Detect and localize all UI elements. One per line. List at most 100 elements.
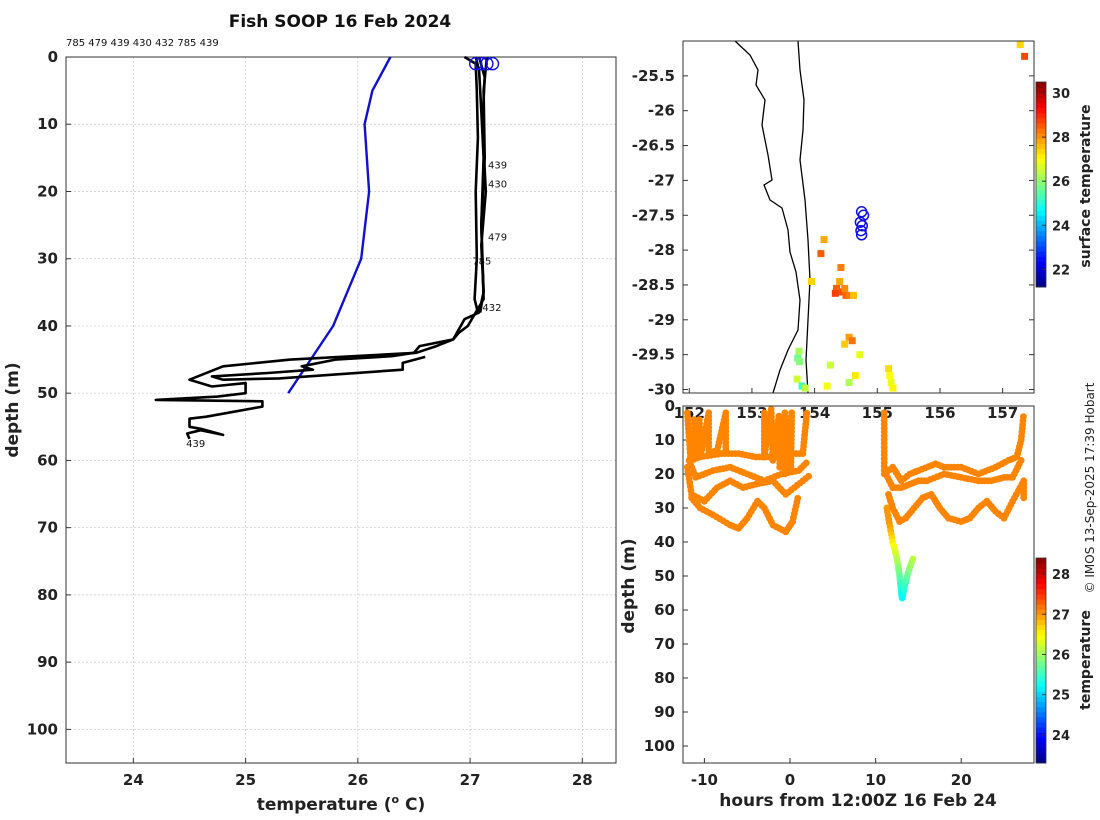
surface-colorbar-segment	[1036, 128, 1046, 134]
profile-x-axis-label: temperature (o C)	[257, 793, 426, 815]
map-x-tick-label: 153	[736, 404, 767, 422]
profile-y-tick-label: 80	[37, 586, 58, 604]
profile-x-tick-label: 25	[235, 771, 256, 789]
section-colorbar-segment	[1036, 675, 1046, 682]
profile-surface-marker	[474, 57, 489, 71]
section-colorbar-label: temperature	[1078, 610, 1094, 710]
section-x-tick-label: 20	[951, 771, 972, 789]
section-colorbar-segment	[1036, 634, 1046, 641]
profile-y-tick-label: 70	[37, 519, 58, 537]
surface-temperature-cell	[845, 291, 853, 299]
map-x-tick-label: 155	[862, 404, 893, 422]
section-observation-point	[722, 446, 730, 454]
profile-series-profile-479	[463, 55, 480, 313]
section-colorbar-segment	[1036, 645, 1046, 651]
section-y-tick-label: 10	[654, 431, 675, 449]
surface-colorbar-segment	[1036, 194, 1046, 201]
surface-colorbar-segment	[1036, 174, 1046, 180]
section-temperature-colorbar: 24 25 26 27 28	[1035, 557, 1070, 764]
surface-temperature-cell	[889, 384, 897, 392]
section-plot-frame	[682, 405, 1035, 764]
surface-temperature-cell	[823, 382, 831, 390]
map-x-tick-label: 156	[924, 404, 955, 422]
temperature-profile-plot: 24 25 26 27 28 0 10 20 30 40 50 60 70 80 90 100 439 430 47…	[27, 48, 617, 789]
surface-temperature-cell	[836, 277, 844, 285]
profile-x-tick-label: 28	[572, 771, 593, 789]
section-colorbar-segment	[1036, 568, 1046, 574]
surface-temperature-cell	[887, 379, 895, 387]
surface-colorbar-segment	[1036, 225, 1046, 232]
section-colorbar-segment	[1036, 660, 1046, 667]
surface-colorbar-label: surface temperature	[1078, 104, 1094, 267]
surface-colorbar-segment	[1036, 205, 1046, 211]
surface-colorbar-segment	[1036, 271, 1046, 278]
map-y-tick-label: -28.5	[632, 276, 675, 294]
surface-temperature-cell	[807, 277, 815, 285]
section-observation-point	[802, 459, 810, 467]
map-y-tick-label: -26.5	[632, 137, 675, 155]
section-observation-point	[787, 466, 795, 474]
surface-colorbar-segment	[1036, 179, 1046, 185]
surface-colorbar-frame	[1035, 81, 1047, 288]
profile-x-tick-label: 26	[347, 771, 368, 789]
profile-ids-label: 785 479 439 430 432 785 439	[66, 38, 219, 49]
surface-colorbar-segment	[1036, 112, 1046, 119]
surface-colorbar-segment	[1036, 102, 1046, 109]
section-colorbar-segment	[1036, 609, 1046, 615]
section-colorbar-segment	[1036, 711, 1046, 718]
section-colorbar-segment	[1036, 722, 1046, 728]
map-y-tick-label: -29.5	[632, 346, 675, 364]
surface-colorbar-segment	[1036, 189, 1046, 196]
section-colorbar-segment	[1036, 573, 1046, 579]
surface-colorbar-segment	[1036, 82, 1046, 88]
section-colorbar-tick-label: 27	[1052, 608, 1070, 623]
drop-location-marker	[855, 229, 868, 241]
section-colorbar-segment	[1036, 732, 1046, 738]
section-colorbar-segment	[1036, 619, 1046, 626]
section-x-tick-label: 10	[865, 771, 886, 789]
surface-colorbar-segment	[1036, 251, 1046, 257]
map-y-tick-label: -30	[648, 381, 675, 399]
surface-temperature-cell	[817, 250, 825, 258]
section-colorbar-segment	[1036, 558, 1046, 564]
section-colorbar-tick-label: 28	[1052, 568, 1070, 583]
section-y-axis-label: depth (m)	[619, 538, 639, 633]
surface-temperature-cell	[1016, 40, 1024, 48]
surface-colorbar-segment	[1036, 199, 1046, 206]
profile-x-tick-label: 24	[123, 771, 144, 789]
section-colorbar-segment	[1036, 624, 1046, 631]
surface-temperature-cell	[801, 384, 809, 392]
surface-colorbar-tick-label: 24	[1052, 219, 1070, 234]
map-frame	[682, 40, 1035, 394]
coastline	[734, 40, 801, 394]
section-colorbar-tick-label: 24	[1052, 729, 1070, 744]
map-x-tick-label: 157	[987, 404, 1018, 422]
section-colorbar-segment	[1036, 593, 1046, 600]
section-colorbar-frame	[1035, 557, 1047, 764]
profile-y-axis-label: depth (m)	[3, 362, 23, 457]
surface-temperature-cell	[841, 340, 849, 348]
surface-colorbar-tick-label: 28	[1052, 131, 1070, 146]
section-x-tick-label: -10	[691, 771, 718, 789]
map-y-tick-label: -28	[648, 241, 675, 259]
section-colorbar-segment	[1036, 747, 1046, 754]
map-y-tick-label: -27.5	[632, 206, 675, 224]
surface-colorbar-segment	[1036, 158, 1046, 165]
section-colorbar-segment	[1036, 670, 1046, 677]
section-observation-point	[794, 494, 802, 502]
surface-temperature-cell	[837, 264, 845, 272]
section-x-axis-label: hours from 12:00Z 16 Feb 24	[719, 791, 997, 811]
surface-temperature-cell	[1021, 52, 1029, 60]
profile-plot-frame	[65, 56, 617, 764]
section-colorbar-segment	[1036, 604, 1046, 610]
surface-temperature-cell	[848, 337, 856, 345]
profile-series-profile-430	[210, 56, 489, 381]
section-colorbar-segment	[1036, 629, 1046, 636]
profile-series-climatology	[287, 56, 392, 394]
section-x-tick-label: 0	[785, 771, 795, 789]
section-y-tick-label: 30	[654, 499, 675, 517]
credit-label: © IMOS 13-Sep-2025 17:39 Hobart	[1083, 382, 1097, 593]
profile-series-profile-439	[154, 56, 485, 440]
profile-series-profile-432	[477, 56, 488, 313]
